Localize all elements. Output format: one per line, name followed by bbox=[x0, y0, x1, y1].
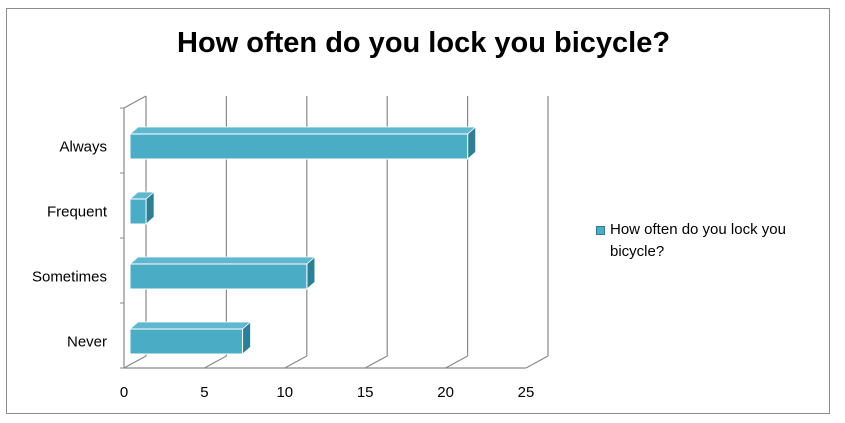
y-tick-label: Frequent bbox=[47, 204, 108, 221]
y-tick-label: Always bbox=[59, 139, 107, 156]
x-tick-label: 10 bbox=[276, 384, 293, 401]
floor-gridline bbox=[445, 355, 468, 369]
floor-left-edge bbox=[123, 355, 147, 369]
bar bbox=[129, 263, 308, 290]
legend-swatch bbox=[596, 226, 605, 235]
x-tick-label: 25 bbox=[518, 384, 535, 401]
y-tick-label: Never bbox=[67, 334, 107, 351]
bar-top-face bbox=[128, 256, 316, 265]
y-tick-label: Sometimes bbox=[32, 269, 107, 286]
bar bbox=[129, 328, 244, 355]
legend-label: How often do you lock you bicycle? bbox=[610, 221, 786, 260]
bar bbox=[129, 198, 147, 225]
floor-gridline bbox=[284, 355, 308, 369]
x-tick-label: 20 bbox=[437, 384, 454, 401]
floor-gridline bbox=[364, 355, 388, 369]
bar bbox=[129, 133, 469, 160]
x-tick-label: 0 bbox=[120, 384, 128, 401]
left-wall-top-edge bbox=[123, 95, 147, 109]
floor-gridline bbox=[204, 355, 227, 369]
bar-top-face bbox=[128, 321, 252, 330]
x-tick-label: 15 bbox=[357, 384, 374, 401]
x-tick-label: 5 bbox=[200, 384, 208, 401]
chart-title-text: How often do you lock you bicycle? bbox=[177, 27, 671, 59]
bar-top-face bbox=[128, 126, 477, 135]
floor-gridline bbox=[525, 355, 549, 369]
